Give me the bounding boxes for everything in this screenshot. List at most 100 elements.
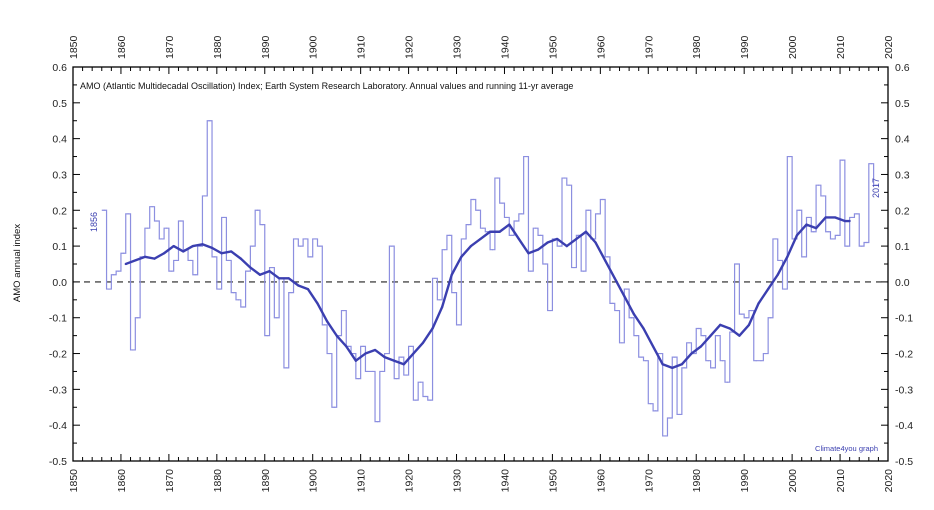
running-average-point xyxy=(508,223,511,226)
annual-value-point xyxy=(779,259,781,262)
top-axis-ticks: 1850 1860 1870 1880 1890 1900 1910 1920 1930 1940… xyxy=(68,35,895,74)
annual-value-point xyxy=(285,367,287,369)
running-average-point xyxy=(287,277,290,280)
x-tick-label-bottom: 1860 xyxy=(116,469,128,493)
y-tick-label-left: -0.4 xyxy=(49,420,67,432)
annual-value-point xyxy=(741,313,743,315)
x-tick-label-bottom: 1880 xyxy=(212,469,224,493)
running-average-point xyxy=(498,230,501,233)
annual-value-point xyxy=(276,317,278,319)
annual-value-point xyxy=(698,327,700,330)
running-average-point xyxy=(594,241,597,244)
annual-value-point xyxy=(597,213,599,215)
annual-value-point xyxy=(563,177,565,179)
running-average-point xyxy=(162,252,166,255)
running-average-point xyxy=(249,266,252,269)
annual-value-point xyxy=(127,213,129,215)
annual-value-point xyxy=(717,335,719,337)
y-tick-label-left: 0.6 xyxy=(52,62,67,74)
x-tick-label-bottom: 1930 xyxy=(452,469,464,493)
running-average-point xyxy=(795,234,799,237)
annual-value-point xyxy=(295,238,297,240)
x-tick-label-top: 1990 xyxy=(739,35,751,59)
running-average-point xyxy=(412,352,415,355)
annual-value-point xyxy=(103,209,105,211)
annual-value-point xyxy=(856,213,858,215)
running-average-point xyxy=(728,327,731,330)
running-average-point xyxy=(680,363,683,366)
y-tick-label-right: -0.4 xyxy=(895,420,913,432)
annual-value-point xyxy=(189,259,192,262)
x-tick-label-top: 1900 xyxy=(308,35,320,59)
left-axis-ticks: -0.5 -0.4 -0.3 -0.2 -0.1 0.0 0.1 0.2 0.3 0.4 0.5 0.… xyxy=(49,62,80,468)
y-tick-label-left: -0.1 xyxy=(49,313,67,325)
x-tick-label-bottom: 1890 xyxy=(260,469,272,493)
running-average-point xyxy=(738,334,741,337)
annual-value-point xyxy=(745,317,748,319)
annual-value-point xyxy=(774,238,776,240)
x-tick-label-top: 1930 xyxy=(452,35,464,59)
annual-value-point xyxy=(755,360,757,362)
annual-value-point xyxy=(530,270,532,272)
y-tick-label-right: -0.2 xyxy=(895,349,913,361)
annual-value-point xyxy=(846,245,848,247)
annual-value-point xyxy=(151,206,153,208)
running-average-point xyxy=(201,243,204,246)
annual-value-point xyxy=(161,238,163,240)
annual-value-point xyxy=(496,177,498,179)
running-average-point xyxy=(153,257,156,260)
x-tick-label-bottom: 1940 xyxy=(499,469,511,493)
annual-value-point xyxy=(122,252,124,254)
running-average-point xyxy=(182,250,185,253)
annual-value-point xyxy=(348,345,350,347)
y-tick-label-left: -0.3 xyxy=(49,384,67,396)
running-average-point xyxy=(757,302,760,305)
y-tick-label-left: 0.1 xyxy=(52,241,67,253)
y-tick-label-left: 0.4 xyxy=(52,134,67,146)
annual-value-point xyxy=(491,249,494,251)
annual-value-point xyxy=(261,224,263,226)
running-average-point xyxy=(143,255,147,258)
x-tick-label-bottom: 1870 xyxy=(164,469,176,493)
annual-value-point xyxy=(506,216,508,219)
running-average-point xyxy=(699,345,703,348)
y-tick-label-left: 0.0 xyxy=(52,277,67,289)
annual-value-point xyxy=(822,195,824,197)
annual-value-point xyxy=(875,184,877,186)
x-tick-label-bottom: 1960 xyxy=(595,469,607,493)
annual-value-point xyxy=(396,378,398,380)
start-year-annotation: 1856 xyxy=(89,212,99,232)
annual-value-point xyxy=(760,360,762,362)
annual-value-point xyxy=(654,410,657,412)
annual-value-point xyxy=(228,259,230,262)
y-tick-label-left: -0.2 xyxy=(49,349,67,361)
annual-value-point xyxy=(626,288,628,290)
annual-value-point xyxy=(611,302,613,304)
x-tick-label-bottom: 1900 xyxy=(308,469,320,493)
running-average-point xyxy=(316,302,319,305)
annual-value-point xyxy=(544,263,546,265)
annual-value-point xyxy=(803,256,805,258)
annual-value-point xyxy=(640,356,642,358)
running-average-point xyxy=(661,363,664,366)
annual-value-point xyxy=(606,256,609,258)
running-average-point xyxy=(325,320,329,323)
running-average-point xyxy=(191,244,194,248)
chart-title: AMO (Atlantic Multidecadal Oscillation) … xyxy=(80,81,573,91)
end-year-annotation: 2017 xyxy=(871,178,881,198)
right-axis-ticks: -0.5 -0.4 -0.3 -0.2 -0.1 0.0 0.1 0.2 0.3 0.4 0.5 0.… xyxy=(881,62,913,468)
annual-value-point xyxy=(156,220,158,222)
running-average-point xyxy=(220,252,223,255)
x-tick-label-bottom: 2010 xyxy=(835,469,847,493)
running-average-point xyxy=(479,237,482,241)
bottom-axis-ticks: 1850 1860 1870 1880 1890 1900 1910 1920 1930 1940… xyxy=(68,454,895,492)
annual-value-point xyxy=(328,352,331,355)
y-tick-label-right: 0.0 xyxy=(895,277,910,289)
running-average-point xyxy=(335,334,338,337)
annual-value-point xyxy=(362,345,364,347)
running-average-point xyxy=(824,216,827,219)
annual-value-point xyxy=(851,216,853,219)
annual-value-point xyxy=(304,238,307,240)
annual-value-point xyxy=(194,274,196,276)
